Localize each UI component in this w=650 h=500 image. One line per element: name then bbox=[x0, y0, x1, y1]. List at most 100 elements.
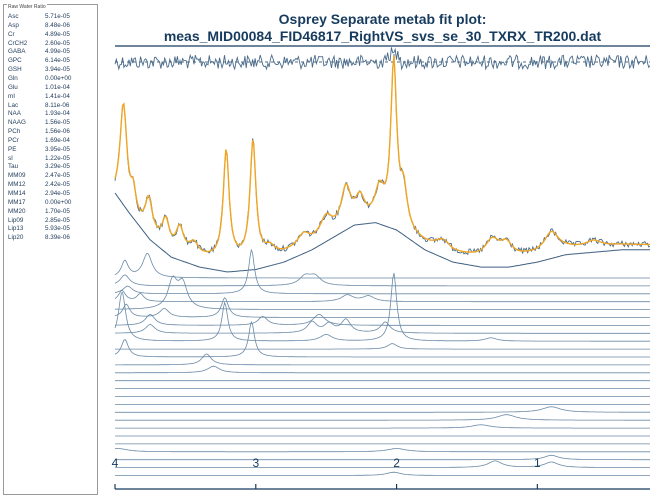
ratio-metabolite-label: CrCH2 bbox=[8, 39, 28, 47]
ratio-value: 8.39e-06 bbox=[45, 234, 70, 242]
ratio-value: 1.93e-04 bbox=[45, 110, 70, 118]
ratio-metabolite-label: MM20 bbox=[8, 207, 26, 215]
component-line bbox=[115, 454, 650, 461]
chart-title-line-2: meas_MID00084_FID46817_RightVS_svs_se_30… bbox=[163, 28, 602, 44]
ratio-value: 1.56e-06 bbox=[45, 128, 70, 136]
ratio-row: PCh 1.56e-06 bbox=[8, 128, 96, 137]
ratio-value: 1.56e-05 bbox=[45, 119, 70, 127]
component-line bbox=[114, 448, 650, 453]
ratio-value: 8.11e-06 bbox=[45, 101, 70, 109]
component-line bbox=[115, 460, 650, 468]
ratio-value: 2.42e-05 bbox=[45, 181, 70, 189]
ratio-row: NAAG 1.56e-05 bbox=[8, 119, 96, 128]
ratio-metabolite-label: MM09 bbox=[8, 172, 26, 180]
ratio-value: 3.95e-05 bbox=[45, 145, 70, 153]
ratio-value: 6.14e-05 bbox=[45, 57, 70, 65]
ratio-metabolite-label: MM14 bbox=[8, 190, 26, 197]
ratio-metabolite-label: Lip13 bbox=[8, 225, 24, 233]
ratio-panel: Raw Water Ratio Asc 5.71e-05 Asp 8.48e-06 Cr… bbox=[3, 4, 98, 495]
ratio-row: MM12 2.42e-05 bbox=[8, 181, 96, 190]
ratio-metabolite-label: mI bbox=[8, 92, 15, 100]
ratio-metabolite-label: MM12 bbox=[8, 181, 26, 189]
ratio-metabolite-label: MM17 bbox=[8, 198, 26, 206]
component-line bbox=[115, 471, 650, 476]
ratio-value: 2.47e-05 bbox=[45, 172, 70, 180]
ratio-row: GABA 4.99e-05 bbox=[8, 48, 96, 57]
ratio-metabolite-label: Glu bbox=[8, 83, 18, 91]
ratio-row: NAA 1.93e-04 bbox=[8, 110, 96, 119]
component-line bbox=[115, 343, 650, 350]
component-line bbox=[114, 273, 650, 287]
component-line bbox=[114, 273, 650, 342]
component-line bbox=[115, 365, 650, 374]
ratio-value: 1.41e-04 bbox=[45, 92, 70, 100]
ratio-row: MM20 1.70e-05 bbox=[8, 208, 96, 217]
component-line bbox=[115, 313, 650, 326]
ratio-row: Cr 4.89e-05 bbox=[8, 31, 96, 40]
ratio-value: 4.99e-05 bbox=[45, 48, 70, 56]
component-line bbox=[115, 275, 650, 310]
ratio-metabolite-label: PE bbox=[8, 145, 17, 153]
x-tick-label: 3 bbox=[252, 456, 259, 470]
component-line bbox=[114, 318, 650, 334]
ratio-row: Glu 1.01e-04 bbox=[8, 84, 96, 93]
ratio-row: Asc 5.71e-05 bbox=[8, 13, 96, 22]
x-tick-label: 1 bbox=[534, 456, 541, 470]
ratio-row: MM09 2.47e-05 bbox=[8, 172, 96, 181]
ratio-metabolite-label: sI bbox=[8, 154, 13, 162]
ratio-metabolite-label: Gln bbox=[8, 74, 18, 82]
ratio-metabolite-label: Cr bbox=[8, 30, 15, 38]
ratio-row: mI 1.41e-04 bbox=[8, 93, 96, 102]
ratio-metabolite-label: PCr bbox=[8, 136, 19, 144]
ratio-row: Lip09 2.85e-05 bbox=[8, 217, 96, 226]
chart-title: Osprey Separate metab fit plot: meas_MID… bbox=[115, 11, 650, 45]
ratio-value: 0.00e+00 bbox=[45, 198, 72, 206]
residual-line bbox=[114, 47, 650, 71]
fit-line bbox=[114, 55, 650, 253]
component-line bbox=[114, 248, 650, 295]
ratio-row: PCr 1.69e-04 bbox=[8, 137, 96, 146]
component-line bbox=[114, 320, 650, 358]
ratio-metabolite-label: Tau bbox=[8, 163, 19, 171]
ratio-row: Lac 8.11e-06 bbox=[8, 102, 96, 111]
ratio-value: 3.29e-05 bbox=[45, 163, 70, 171]
ratio-row: GSH 3.94e-05 bbox=[8, 66, 96, 75]
ratio-metabolite-label: PCh bbox=[8, 128, 21, 136]
component-line bbox=[115, 353, 650, 366]
ratio-value: 2.94e-05 bbox=[45, 190, 70, 197]
component-line bbox=[115, 424, 650, 429]
ratio-metabolite-label: NAA bbox=[8, 110, 21, 118]
ratio-metabolite-label: Asp bbox=[8, 21, 19, 29]
component-line bbox=[114, 252, 650, 279]
component-line bbox=[114, 297, 650, 318]
ratio-value: 2.60e-05 bbox=[45, 39, 70, 47]
ratio-value: 1.69e-04 bbox=[45, 136, 70, 144]
ratio-value: 5.71e-05 bbox=[45, 13, 70, 20]
ratio-value: 8.48e-06 bbox=[45, 21, 70, 29]
ratio-metabolite-label: GABA bbox=[8, 48, 26, 56]
ratio-metabolite-label: NAAG bbox=[8, 119, 26, 127]
x-tick-label: 4 bbox=[112, 456, 119, 470]
ratio-row: Asp 8.48e-06 bbox=[8, 22, 96, 31]
ratio-metabolite-label: Lac bbox=[8, 101, 19, 109]
ratio-row: Tau 3.29e-05 bbox=[8, 163, 96, 172]
ratio-metabolite-label: GSH bbox=[8, 66, 22, 74]
ratio-value: 1.70e-05 bbox=[45, 207, 70, 215]
ratio-row: Lip20 8.39e-06 bbox=[8, 234, 96, 243]
ratio-row: CrCH2 2.60e-05 bbox=[8, 40, 96, 49]
ratio-metabolite-label: Lip09 bbox=[8, 216, 24, 224]
ratio-value: 4.89e-05 bbox=[45, 30, 70, 38]
data-spectrum-line bbox=[114, 53, 650, 256]
ratio-value: 5.93e-05 bbox=[45, 225, 70, 233]
baseline-line bbox=[114, 192, 650, 273]
ratio-row: GPC 6.14e-05 bbox=[8, 57, 96, 66]
ratio-panel-title: Raw Water Ratio bbox=[7, 4, 47, 10]
ratio-metabolite-label: Asc bbox=[8, 13, 19, 20]
component-line bbox=[114, 290, 650, 303]
ratio-metabolite-label: Lip20 bbox=[8, 234, 24, 242]
component-line bbox=[115, 406, 650, 413]
ratio-row: PE 3.95e-05 bbox=[8, 146, 96, 155]
ratio-row: MM17 0.00e+00 bbox=[8, 199, 96, 208]
ratio-value: 3.94e-05 bbox=[45, 66, 70, 74]
